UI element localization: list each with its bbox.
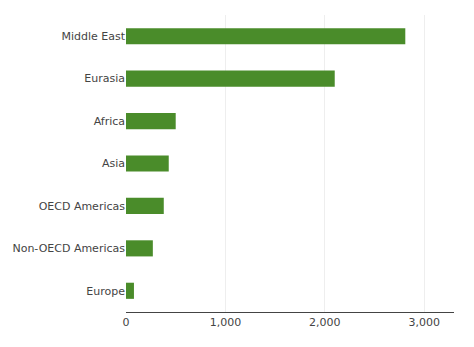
svg-text:3,000: 3,000 xyxy=(408,316,440,329)
svg-text:0: 0 xyxy=(123,316,130,329)
svg-text:Middle East: Middle East xyxy=(61,30,125,43)
svg-text:Africa: Africa xyxy=(94,115,125,128)
svg-text:Non-OECD Americas: Non-OECD Americas xyxy=(12,242,125,255)
svg-text:OECD Americas: OECD Americas xyxy=(39,200,126,213)
svg-text:Eurasia: Eurasia xyxy=(84,72,125,85)
svg-text:1,000: 1,000 xyxy=(210,316,242,329)
svg-text:Asia: Asia xyxy=(102,157,125,170)
svg-text:Europe: Europe xyxy=(86,285,125,298)
svg-text:2,000: 2,000 xyxy=(309,316,341,329)
